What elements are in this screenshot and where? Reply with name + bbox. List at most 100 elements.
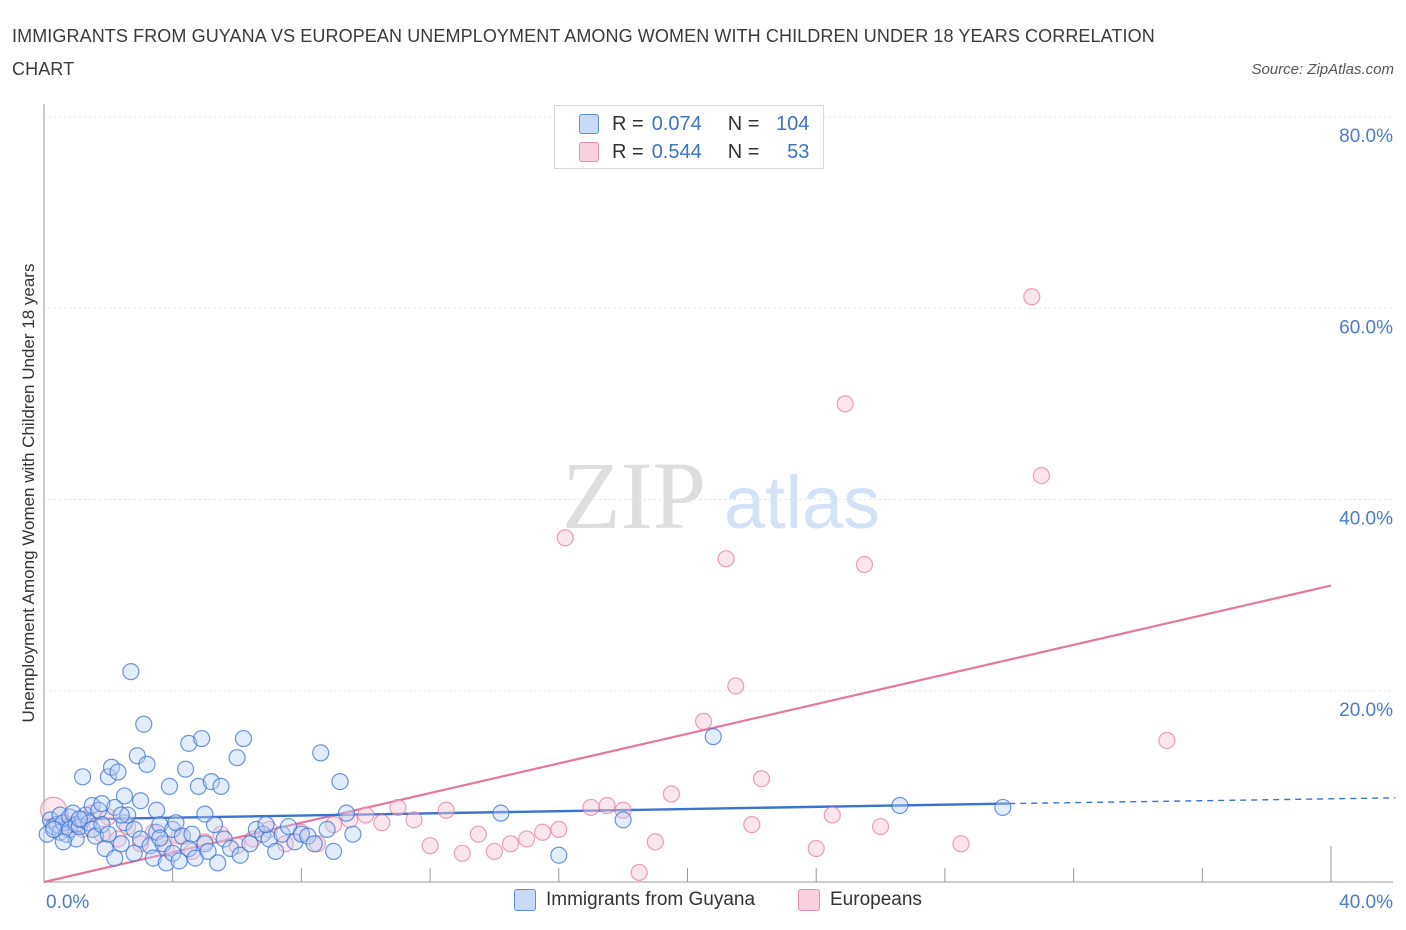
data-point-guyana: [891, 796, 909, 815]
data-point-guyana: [131, 792, 150, 810]
trend-line-guyana: [43, 802, 1010, 822]
x-tick-label: 40.0%: [1339, 892, 1393, 913]
data-point-guyana: [93, 794, 111, 813]
legend-r-label: R =: [612, 112, 644, 135]
chart-title: IMMIGRANTS FROM GUYANA VS EUROPEAN UNEMP…: [12, 26, 1155, 79]
data-point-guyana: [193, 729, 211, 748]
data-point-guyana: [550, 846, 568, 864]
y-tick-label: 20.0%: [1339, 700, 1393, 721]
data-point-europeans: [752, 770, 771, 788]
data-point-europeans: [743, 816, 761, 834]
data-point-guyana: [131, 830, 150, 848]
bottom-legend-label-europeans: Europeans: [830, 889, 922, 910]
data-point-europeans: [405, 811, 423, 829]
bottom-legend-swatch-pink: [798, 889, 820, 911]
y-axis-label: Unemployment Among Women with Children U…: [19, 264, 38, 723]
bottom-legend-swatch-blue: [514, 889, 536, 911]
data-point-guyana: [45, 820, 63, 839]
data-point-europeans: [871, 817, 890, 836]
data-point-guyana: [312, 744, 330, 762]
data-point-guyana: [99, 768, 117, 786]
watermark-zip: ZIP: [562, 442, 706, 549]
data-point-guyana: [994, 798, 1012, 817]
data-point-europeans: [952, 835, 970, 853]
data-point-europeans: [485, 842, 504, 861]
data-point-europeans: [630, 863, 648, 882]
data-point-guyana: [119, 806, 137, 824]
data-point-guyana: [115, 787, 134, 805]
data-point-guyana: [344, 825, 362, 843]
data-point-guyana: [112, 835, 130, 853]
series-guyana: [38, 663, 1012, 872]
source-label: Source: ZipAtlas.com: [1251, 61, 1394, 78]
data-point-guyana: [112, 806, 130, 824]
data-point-guyana: [54, 833, 72, 851]
bottom-legend-europeans: Europeans: [798, 889, 922, 911]
data-point-europeans: [836, 395, 854, 413]
data-point-guyana: [180, 734, 198, 752]
data-point-europeans: [212, 825, 230, 843]
data-point-guyana: [215, 830, 233, 848]
data-point-europeans: [373, 814, 391, 832]
y-tick-label: 60.0%: [1339, 317, 1393, 338]
data-point-europeans: [421, 837, 439, 855]
data-point-guyana: [151, 829, 169, 847]
data-point-guyana: [106, 849, 124, 867]
axes: [43, 104, 1393, 883]
legend-row-europeans: R = 0.544 N = 53: [579, 138, 809, 166]
data-point-guyana: [128, 747, 146, 765]
data-point-guyana: [212, 777, 230, 795]
data-point-guyana: [202, 772, 220, 791]
legend-swatch-pink: [579, 142, 599, 162]
data-point-guyana: [109, 763, 127, 781]
watermark: ZIP atlas: [562, 442, 880, 549]
y-tick-label: 80.0%: [1339, 126, 1393, 147]
correlation-legend: R = 0.074 N = 104 R = 0.544 N = 53: [554, 105, 824, 169]
series-europeans: [40, 288, 1176, 882]
data-point-guyana: [125, 820, 143, 839]
legend-row-guyana: R = 0.074 N = 104: [579, 110, 809, 138]
data-point-europeans: [357, 806, 375, 824]
bottom-legend-label-guyana: Immigrants from Guyana: [546, 889, 756, 910]
data-point-europeans: [614, 801, 632, 819]
data-point-europeans: [662, 785, 681, 803]
data-point-europeans: [469, 825, 487, 843]
data-point-guyana: [70, 810, 88, 828]
data-point-europeans: [501, 835, 520, 853]
data-point-guyana: [196, 805, 214, 823]
data-point-guyana: [209, 854, 227, 872]
data-point-guyana: [135, 715, 153, 733]
data-point-guyana: [148, 801, 166, 819]
data-point-europeans: [518, 830, 536, 848]
data-point-europeans: [807, 839, 825, 858]
legend-n-label: N =: [727, 140, 760, 163]
data-point-guyana: [180, 839, 198, 858]
data-point-guyana: [267, 842, 285, 861]
data-point-guyana: [122, 663, 140, 681]
data-point-guyana: [144, 849, 162, 867]
legend-n-value: 53: [787, 140, 810, 163]
trend-line-guyana-extension: [1009, 797, 1396, 805]
data-point-guyana: [279, 817, 298, 836]
data-point-guyana: [157, 854, 175, 872]
data-point-guyana: [189, 777, 208, 795]
data-point-europeans: [646, 833, 664, 851]
data-point-guyana: [492, 804, 510, 822]
data-point-guyana: [99, 825, 117, 843]
data-point-guyana: [318, 820, 336, 839]
data-point-guyana: [125, 844, 143, 862]
x-tick-label: 0.0%: [46, 892, 89, 913]
legend-r-label: R =: [612, 140, 644, 163]
data-point-europeans: [1032, 466, 1051, 485]
data-point-guyana: [74, 768, 92, 786]
data-point-guyana: [176, 760, 195, 778]
legend-r-value: 0.544: [651, 140, 702, 163]
data-point-guyana: [241, 835, 259, 853]
tick-labels: 20.0% 40.0% 60.0% 80.0% 0.0% 40.0%: [46, 126, 1393, 913]
data-point-europeans: [855, 555, 874, 574]
data-point-guyana: [231, 846, 249, 864]
data-point-guyana: [160, 777, 179, 795]
data-point-guyana: [205, 816, 224, 834]
gridlines: [44, 116, 1393, 692]
